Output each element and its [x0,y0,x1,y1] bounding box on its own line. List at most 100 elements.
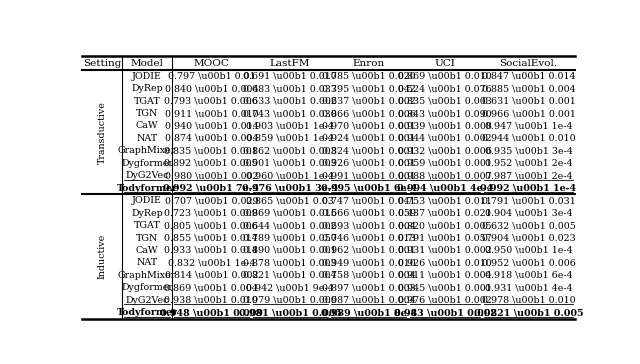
Text: 0.791 \u00b1 0.031: 0.791 \u00b1 0.031 [482,196,575,205]
Text: 0.987 \u00b1 0.004: 0.987 \u00b1 0.004 [322,296,416,305]
Text: 0.644 \u00b1 0.002: 0.644 \u00b1 0.002 [243,221,337,230]
Text: 0.637 \u00b1 0.002: 0.637 \u00b1 0.002 [322,96,416,106]
Text: 0.524 \u00b1 0.076: 0.524 \u00b1 0.076 [398,84,492,93]
Text: 0.797 \u00b1 0.01: 0.797 \u00b1 0.01 [168,72,255,81]
Text: 0.944 \u00b1 0.002: 0.944 \u00b1 0.002 [398,134,492,143]
Text: 0.785 \u00b1 0.020: 0.785 \u00b1 0.020 [322,72,416,81]
Text: 0.747 \u00b1 0.041: 0.747 \u00b1 0.041 [322,196,415,205]
Text: DyG2Vec: DyG2Vec [125,296,169,305]
Text: 0.832 \u00b1 1e-4: 0.832 \u00b1 1e-4 [168,258,255,268]
Text: 0.942 \u00b1 9e-4: 0.942 \u00b1 9e-4 [246,283,334,292]
Text: 0.758 \u00b1 0.004: 0.758 \u00b1 0.004 [322,271,416,280]
Text: 0.994 \u00b1 4e-4: 0.994 \u00b1 4e-4 [397,184,493,193]
Text: 0.952 \u00b1 0.006: 0.952 \u00b1 0.006 [481,258,575,268]
Text: 0.885 \u00b1 0.004: 0.885 \u00b1 0.004 [482,84,575,93]
Text: 0.960 \u00b1 1e-4: 0.960 \u00b1 1e-4 [246,171,334,180]
Text: LastFM: LastFM [270,59,310,68]
Text: CaW: CaW [136,246,158,255]
Text: TGN: TGN [136,109,158,118]
Text: 0.918 \u00b1 6e-4: 0.918 \u00b1 6e-4 [484,271,572,280]
Text: 0.869 \u00b1 0.004: 0.869 \u00b1 0.004 [164,283,258,292]
Text: GraphMixer: GraphMixer [118,271,176,280]
Text: 0.835 \u00b1 0.003: 0.835 \u00b1 0.003 [398,96,492,106]
Text: 0.944 \u00b1 0.010: 0.944 \u00b1 0.010 [482,134,575,143]
Text: 0.983 \u00b1 0.002: 0.983 \u00b1 0.002 [394,308,497,317]
Text: 0.978 \u00b1 0.010: 0.978 \u00b1 0.010 [482,296,575,305]
Text: 0.959 \u00b1 0.001: 0.959 \u00b1 0.001 [398,159,492,168]
Text: 0.835 \u00b1 0.001: 0.835 \u00b1 0.001 [164,146,258,155]
Text: 0.948 \u00b1 0.009: 0.948 \u00b1 0.009 [160,308,263,317]
Text: 0.691 \u00b1 0.010: 0.691 \u00b1 0.010 [243,72,337,81]
Text: TGN: TGN [136,233,158,242]
Text: 0.892 \u00b1 0.005: 0.892 \u00b1 0.005 [164,159,258,168]
Text: 0.995 \u00b1 6e-4: 0.995 \u00b1 6e-4 [321,184,417,193]
Text: 0.743 \u00b1 0.030: 0.743 \u00b1 0.030 [243,109,337,118]
Text: DyRep: DyRep [131,209,163,218]
Text: 0.947 \u00b1 1e-4: 0.947 \u00b1 1e-4 [484,122,572,130]
Text: 0.932 \u00b1 0.006: 0.932 \u00b1 0.006 [398,146,492,155]
Text: 0.988 \u00b1 0.007: 0.988 \u00b1 0.007 [398,171,492,180]
Text: 0.911 \u00b1 0.010: 0.911 \u00b1 0.010 [164,109,258,118]
Text: 0.746 \u00b1 0.013: 0.746 \u00b1 0.013 [322,233,416,242]
Text: 0.904 \u00b1 0.023: 0.904 \u00b1 0.023 [482,233,575,242]
Text: 0.981 \u00b1 0.005: 0.981 \u00b1 0.005 [239,308,342,317]
Text: DyG2Vec: DyG2Vec [125,171,169,180]
Text: 0.632 \u00b1 0.005: 0.632 \u00b1 0.005 [481,221,575,230]
Text: 0.949 \u00b1 0.010: 0.949 \u00b1 0.010 [322,258,416,268]
Text: 0.931 \u00b1 0.002: 0.931 \u00b1 0.002 [398,246,492,255]
Text: 0.939 \u00b1 0.008: 0.939 \u00b1 0.008 [398,122,492,130]
Text: 0.940 \u00b1 0.014: 0.940 \u00b1 0.014 [164,122,258,130]
Text: 0.821 \u00b1 0.004: 0.821 \u00b1 0.004 [243,271,337,280]
Text: 0.890 \u00b1 0.001: 0.890 \u00b1 0.001 [243,246,337,255]
Text: 0.843 \u00b1 0.090: 0.843 \u00b1 0.090 [398,109,492,118]
Text: Setting: Setting [83,59,122,68]
Text: NAT: NAT [136,258,157,268]
Text: 0.991 \u00b1 0.001: 0.991 \u00b1 0.001 [322,171,416,180]
Text: 0.814 \u00b1 0.002: 0.814 \u00b1 0.002 [164,271,258,280]
Text: JODIE: JODIE [132,196,162,205]
Text: 0.866 \u00b1 0.006: 0.866 \u00b1 0.006 [322,109,416,118]
Text: 0.753 \u00b1 0.011: 0.753 \u00b1 0.011 [398,196,492,205]
Text: 0.824 \u00b1 0.001: 0.824 \u00b1 0.001 [322,146,415,155]
Text: 0.952 \u00b1 2e-4: 0.952 \u00b1 2e-4 [484,159,572,168]
Text: Todyformer: Todyformer [116,184,177,193]
Text: 0.723 \u00b1 0.009: 0.723 \u00b1 0.009 [164,209,258,218]
Text: 0.897 \u00b1 0.003: 0.897 \u00b1 0.003 [322,283,416,292]
Text: 0.859 \u00b1 1e-4: 0.859 \u00b1 1e-4 [246,134,334,143]
Text: 0.693 \u00b1 0.004: 0.693 \u00b1 0.004 [322,221,416,230]
Text: 0.631 \u00b1 0.001: 0.631 \u00b1 0.001 [482,96,575,106]
Text: MOOC: MOOC [193,59,229,68]
Text: Todyformer: Todyformer [116,308,177,317]
Text: 0.437 \u00b1 0.021: 0.437 \u00b1 0.021 [398,209,492,218]
Text: 0.840 \u00b1 0.004: 0.840 \u00b1 0.004 [164,84,258,93]
Text: Transductive: Transductive [98,101,107,164]
Text: 0.935 \u00b1 3e-4: 0.935 \u00b1 3e-4 [484,146,572,155]
Text: 0.855 \u00b1 0.014: 0.855 \u00b1 0.014 [164,233,258,242]
Text: DyRep: DyRep [131,84,163,93]
Text: 0.805 \u00b1 0.006: 0.805 \u00b1 0.006 [164,221,258,230]
Text: 0.992 \u00b1 1e-4: 0.992 \u00b1 1e-4 [481,184,577,193]
Text: 0.926 \u00b1 0.010: 0.926 \u00b1 0.010 [398,258,492,268]
Text: NAT: NAT [136,134,157,143]
Text: 0.9821 \u00b1 0.005: 0.9821 \u00b1 0.005 [474,308,583,317]
Text: 0.793 \u00b1 0.006: 0.793 \u00b1 0.006 [164,96,259,106]
Text: 0.707 \u00b1 0.029: 0.707 \u00b1 0.029 [164,196,258,205]
Text: Inductive: Inductive [98,234,107,279]
Text: 0.976 \u00b1 3e-4: 0.976 \u00b1 3e-4 [242,184,338,193]
Text: 0.989 \u00b1 8e-4: 0.989 \u00b1 8e-4 [321,308,417,317]
Text: 0.979 \u00b1 0.006: 0.979 \u00b1 0.006 [243,296,337,305]
Text: 0.683 \u00b1 0.033: 0.683 \u00b1 0.033 [243,84,337,93]
Text: 0.789 \u00b1 0.050: 0.789 \u00b1 0.050 [243,233,337,242]
Text: 0.869 \u00b1 0.015: 0.869 \u00b1 0.015 [243,209,337,218]
Text: Enron: Enron [353,59,385,68]
Text: 0.904 \u00b1 3e-4: 0.904 \u00b1 3e-4 [484,209,572,218]
Text: CaW: CaW [136,122,158,130]
Text: TGAT: TGAT [134,221,161,230]
Text: 0.987 \u00b1 2e-4: 0.987 \u00b1 2e-4 [484,171,572,180]
Text: 0.980 \u00b1 0.002: 0.980 \u00b1 0.002 [164,171,258,180]
Text: 0.901 \u00b1 0.003: 0.901 \u00b1 0.003 [243,159,337,168]
Text: 0.938 \u00b1 0.010: 0.938 \u00b1 0.010 [164,296,258,305]
Text: Dygformer: Dygformer [121,283,173,292]
Text: 0.666 \u00b1 0.059: 0.666 \u00b1 0.059 [322,209,416,218]
Text: TGAT: TGAT [134,96,161,106]
